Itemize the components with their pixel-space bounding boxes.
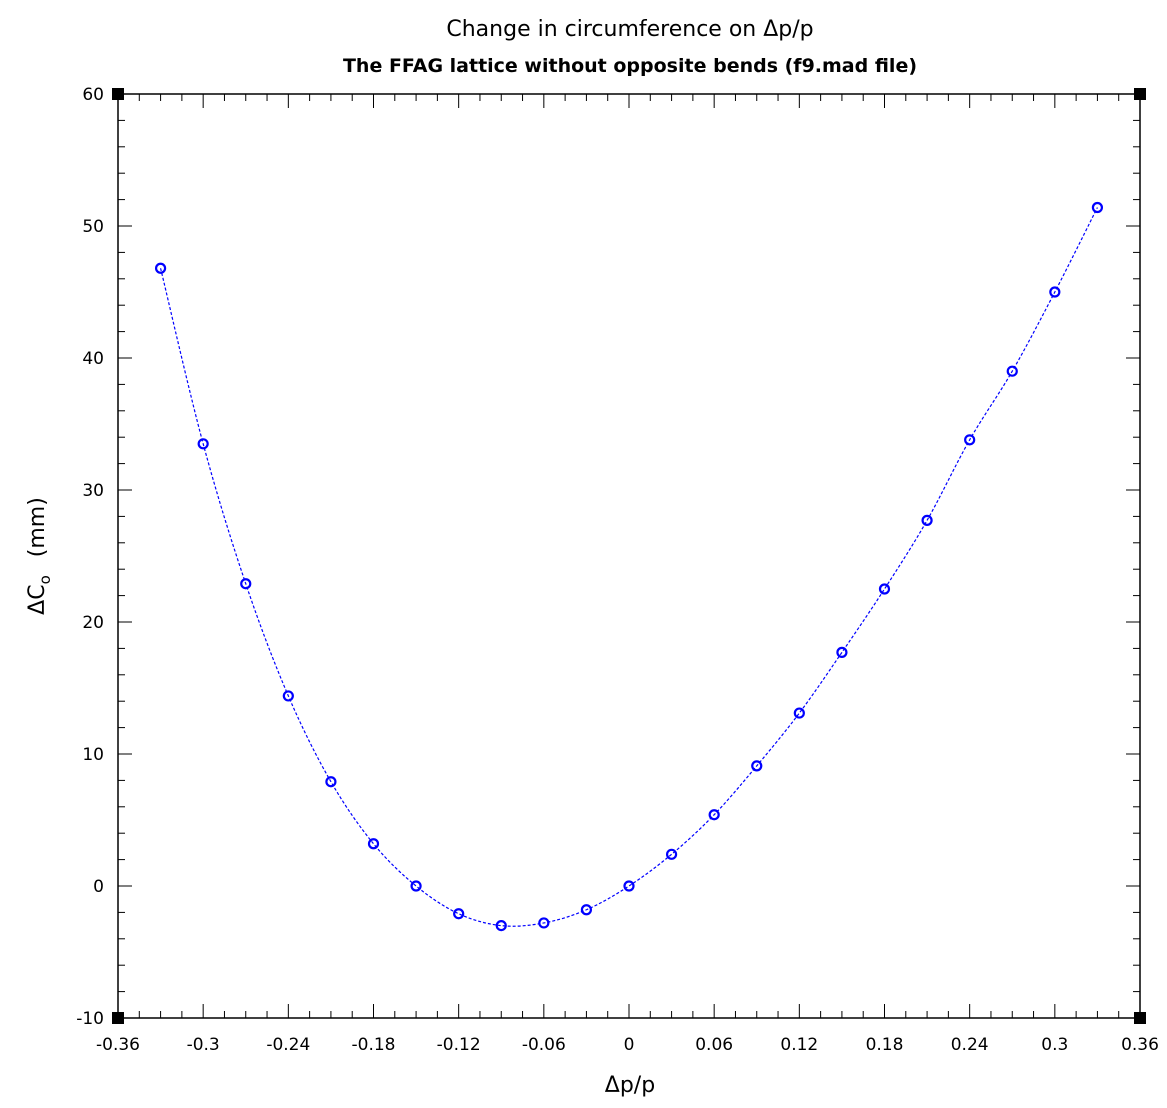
data-point xyxy=(836,646,848,658)
x-tick-label: 0.12 xyxy=(780,1035,818,1055)
x-tick-label: -0.36 xyxy=(96,1035,140,1055)
x-axis-label: Δp/p xyxy=(605,1073,655,1098)
x-tick-label: 0.3 xyxy=(1041,1035,1068,1055)
x-tick-label: -0.18 xyxy=(352,1035,396,1055)
x-tick-label: -0.06 xyxy=(522,1035,566,1055)
data-point xyxy=(708,809,720,821)
y-tick-label: 60 xyxy=(82,85,104,105)
data-point xyxy=(453,908,465,920)
x-tick-label: 0.24 xyxy=(951,1035,989,1055)
plot-frame xyxy=(117,93,1141,1019)
data-point xyxy=(1049,286,1061,298)
data-point xyxy=(1091,201,1104,214)
y-tick-label: 30 xyxy=(82,481,104,501)
data-point xyxy=(623,880,635,892)
data-point xyxy=(240,578,252,590)
data-point xyxy=(325,776,337,788)
chart-title: Change in circumference on Δp/p xyxy=(446,17,813,42)
x-tick-label: -0.12 xyxy=(437,1035,481,1055)
data-point xyxy=(580,904,593,916)
axis-ticks xyxy=(117,93,1141,1019)
data-point xyxy=(751,760,763,772)
y-tick-label: -10 xyxy=(76,1009,104,1029)
y-tick-label: 50 xyxy=(82,217,104,237)
data-point xyxy=(282,690,294,702)
series-markers xyxy=(154,201,1104,932)
x-tick-label: 0.36 xyxy=(1121,1035,1159,1055)
data-point xyxy=(793,707,805,719)
svg-text:ΔCo(mm): ΔCo (mm) xyxy=(25,497,54,615)
data-point xyxy=(495,919,507,932)
y-tick-label: 20 xyxy=(82,613,104,633)
y-tick-labels: -10 0 10 20 30 40 50 60 xyxy=(76,85,104,1029)
chart-subtitle: The FFAG lattice without opposite bends … xyxy=(343,55,917,77)
y-tick-label: 40 xyxy=(82,349,104,369)
data-point xyxy=(410,880,422,892)
data-point xyxy=(197,438,209,450)
x-tick-label: -0.24 xyxy=(266,1035,310,1055)
series-line xyxy=(159,207,1098,927)
data-point xyxy=(665,848,678,860)
y-tick-label: 0 xyxy=(93,877,104,897)
y-tick-label: 10 xyxy=(82,745,104,765)
y-axis-label-unit: (mm) xyxy=(25,497,50,557)
data-point xyxy=(367,838,380,850)
data-point xyxy=(921,514,933,526)
data-point xyxy=(1006,365,1018,377)
y-axis-label-subscript: o xyxy=(36,575,54,584)
x-tick-label: 0.06 xyxy=(695,1035,733,1055)
x-tick-label: -0.3 xyxy=(187,1035,220,1055)
x-tick-labels: -0.36 -0.3 -0.24 -0.18 -0.12 -0.06 0 0.06 0.12 0.… xyxy=(96,1035,1159,1055)
x-tick-label: 0.18 xyxy=(866,1035,904,1055)
data-point xyxy=(538,917,550,929)
data-point xyxy=(964,434,976,446)
x-tick-label: 0 xyxy=(624,1035,635,1055)
y-axis-label: ΔCo (mm) xyxy=(25,497,54,615)
data-point xyxy=(154,262,167,274)
data-point xyxy=(878,583,891,595)
y-axis-label-main: ΔC xyxy=(25,584,50,614)
